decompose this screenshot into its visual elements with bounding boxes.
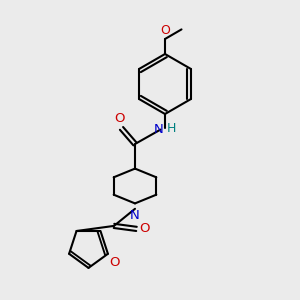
Text: O: O [110, 256, 120, 269]
Text: O: O [114, 112, 124, 125]
Text: N: N [154, 123, 163, 136]
Text: N: N [130, 209, 140, 222]
Text: O: O [160, 25, 170, 38]
Text: O: O [139, 222, 149, 236]
Text: H: H [167, 122, 176, 135]
